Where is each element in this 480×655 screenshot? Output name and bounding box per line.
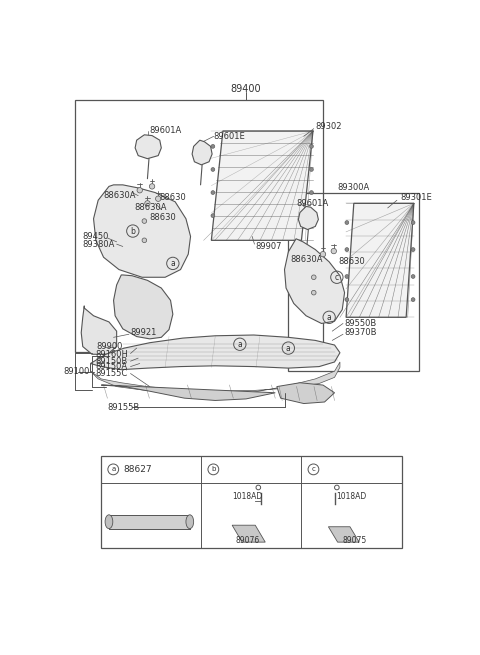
Text: c: c	[335, 272, 339, 282]
Text: 89450: 89450	[83, 232, 109, 241]
Text: 88630: 88630	[338, 257, 365, 267]
Circle shape	[411, 274, 415, 278]
Text: 1018AD: 1018AD	[336, 492, 366, 501]
Circle shape	[149, 183, 155, 189]
Circle shape	[211, 145, 215, 148]
Circle shape	[145, 200, 150, 206]
Text: 89075: 89075	[342, 536, 367, 545]
Circle shape	[345, 297, 349, 301]
Circle shape	[137, 187, 143, 193]
Polygon shape	[101, 385, 275, 400]
Circle shape	[411, 221, 415, 225]
Circle shape	[211, 168, 215, 172]
Text: 89601A: 89601A	[296, 199, 328, 208]
Circle shape	[320, 252, 326, 257]
Polygon shape	[114, 275, 173, 339]
Text: 89601E: 89601E	[214, 132, 245, 141]
Bar	[101, 456, 402, 548]
Polygon shape	[109, 515, 190, 529]
Circle shape	[310, 168, 313, 172]
Text: 88630: 88630	[159, 193, 186, 202]
Text: 88630: 88630	[150, 213, 177, 221]
Circle shape	[211, 191, 215, 195]
Text: b: b	[211, 466, 216, 472]
Polygon shape	[285, 239, 345, 324]
Polygon shape	[211, 131, 313, 240]
Bar	[75, 100, 323, 352]
Circle shape	[156, 196, 161, 202]
Text: 1018AD: 1018AD	[232, 492, 263, 501]
Polygon shape	[232, 525, 265, 542]
Polygon shape	[328, 527, 359, 542]
Circle shape	[331, 248, 336, 253]
Text: 88630A: 88630A	[291, 255, 323, 264]
Polygon shape	[299, 206, 318, 229]
Text: 89160H: 89160H	[95, 350, 128, 359]
Text: 89150A: 89150A	[95, 362, 127, 371]
Text: a: a	[238, 340, 242, 348]
Text: 89921: 89921	[131, 328, 157, 337]
Circle shape	[312, 275, 316, 280]
Circle shape	[142, 219, 147, 223]
Text: 88630A: 88630A	[134, 202, 167, 212]
Polygon shape	[81, 306, 117, 354]
Circle shape	[312, 290, 316, 295]
Text: 88627: 88627	[123, 465, 152, 474]
Polygon shape	[192, 140, 212, 165]
Polygon shape	[90, 362, 340, 394]
Text: 89400: 89400	[231, 84, 261, 94]
Text: 89100: 89100	[63, 367, 90, 377]
Text: 89155C: 89155C	[95, 369, 127, 378]
Text: c: c	[312, 466, 315, 472]
Circle shape	[310, 191, 313, 195]
Circle shape	[345, 274, 349, 278]
Circle shape	[211, 214, 215, 217]
Text: 89370B: 89370B	[345, 328, 377, 337]
Text: b: b	[131, 227, 135, 236]
Polygon shape	[346, 203, 414, 317]
Circle shape	[310, 145, 313, 148]
Text: 89550B: 89550B	[345, 319, 377, 328]
Circle shape	[345, 248, 349, 252]
Text: a: a	[327, 313, 332, 322]
Text: 89900: 89900	[96, 342, 123, 351]
Ellipse shape	[186, 515, 193, 529]
Bar	[288, 193, 419, 371]
Circle shape	[411, 248, 415, 252]
Ellipse shape	[105, 515, 113, 529]
Text: a: a	[111, 466, 115, 472]
Text: a: a	[170, 259, 175, 268]
Polygon shape	[135, 135, 161, 159]
Circle shape	[345, 221, 349, 225]
Text: 89155B: 89155B	[108, 403, 140, 412]
Text: 89380A: 89380A	[83, 240, 115, 249]
Text: 89301E: 89301E	[400, 193, 432, 202]
Text: 89150B: 89150B	[95, 357, 127, 365]
Text: 89302: 89302	[315, 122, 342, 131]
Circle shape	[142, 238, 147, 242]
Circle shape	[411, 297, 415, 301]
Polygon shape	[277, 383, 335, 403]
Text: a: a	[286, 344, 291, 352]
Text: 89907: 89907	[255, 242, 282, 251]
Text: 89601A: 89601A	[150, 126, 182, 136]
Polygon shape	[94, 185, 191, 277]
Text: 89300A: 89300A	[337, 183, 370, 193]
Text: 88630A: 88630A	[104, 191, 136, 200]
Text: 89076: 89076	[236, 536, 260, 545]
Polygon shape	[90, 335, 340, 369]
